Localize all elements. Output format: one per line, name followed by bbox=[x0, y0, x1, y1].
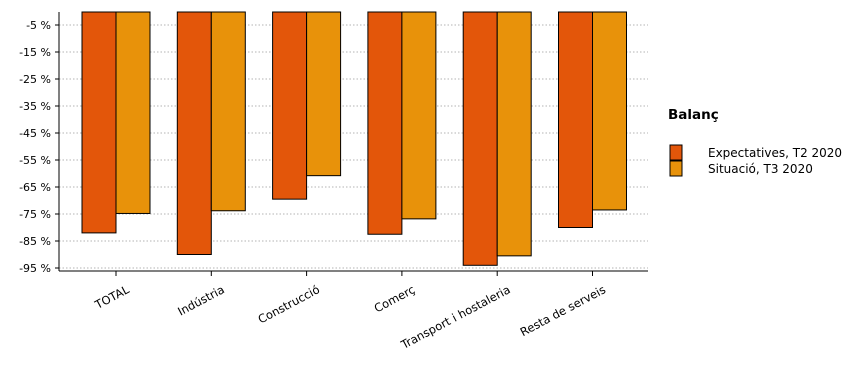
x-tick-label: Resta de serveis bbox=[518, 282, 608, 339]
bar-situacio bbox=[210, 11, 246, 212]
y-tick-label: -45 % bbox=[19, 127, 51, 140]
x-tick-label: Comerç bbox=[372, 282, 418, 315]
y-tick-label: -95 % bbox=[19, 262, 51, 275]
bar-situacio bbox=[496, 11, 532, 257]
axes bbox=[58, 12, 648, 272]
legend-title: Balanç bbox=[668, 107, 719, 123]
bar-situacio bbox=[306, 11, 342, 177]
gridlines bbox=[59, 24, 648, 269]
y-axis-ticks: -5 % -15 % -25 % -35 % -45 % -55 % -65 % -75 % -… bbox=[19, 19, 59, 275]
x-tick-label: Construcció bbox=[256, 282, 322, 326]
legend-label: Situació, T3 2020 bbox=[708, 162, 813, 176]
bar-expectatives bbox=[558, 11, 593, 228]
bar-expectatives bbox=[462, 11, 498, 266]
bar-expectatives bbox=[81, 11, 117, 234]
bar-situacio bbox=[401, 11, 437, 220]
y-tick-label: -15 % bbox=[19, 46, 51, 59]
bar-situacio bbox=[115, 11, 151, 214]
bar-expectatives bbox=[176, 11, 212, 255]
legend-swatch bbox=[669, 160, 683, 177]
y-tick-label: -65 % bbox=[19, 181, 51, 194]
legend-swatch bbox=[669, 144, 683, 161]
legend-label: Expectatives, T2 2020 bbox=[708, 146, 842, 160]
x-axis-ticks: TOTAL Indústria Construcció ComerçTransport… bbox=[92, 271, 608, 352]
bar-situacio bbox=[592, 11, 627, 211]
y-tick-label: -5 % bbox=[26, 19, 51, 32]
bar-expectatives bbox=[272, 11, 308, 200]
y-tick-label: -35 % bbox=[19, 100, 51, 113]
legend: Balanç Expectatives, T2 2020 Situació, T3… bbox=[668, 107, 842, 177]
bar-expectatives bbox=[367, 11, 403, 235]
y-tick-label: -85 % bbox=[19, 235, 51, 248]
y-tick-label: -25 % bbox=[19, 73, 51, 86]
y-tick-label: -75 % bbox=[19, 208, 51, 221]
x-tick-label: TOTAL bbox=[92, 282, 132, 312]
bars bbox=[81, 11, 627, 266]
y-tick-label: -55 % bbox=[19, 154, 51, 167]
x-tick-label: Indústria bbox=[175, 282, 226, 318]
